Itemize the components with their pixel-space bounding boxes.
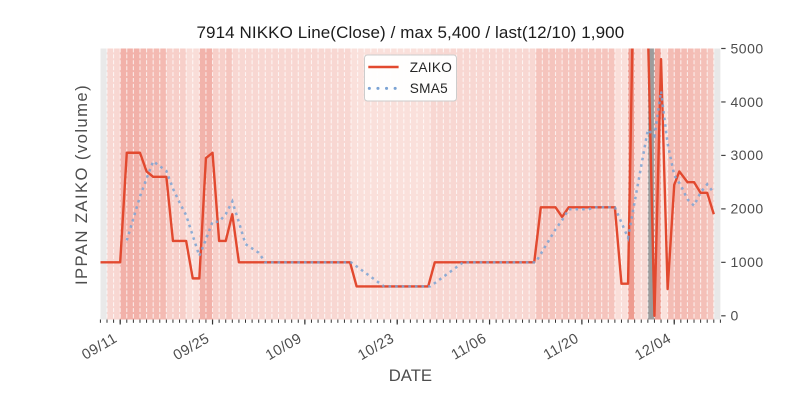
svg-text:4000: 4000 — [731, 94, 764, 110]
svg-text:0: 0 — [731, 308, 739, 324]
svg-text:5000: 5000 — [731, 40, 764, 56]
svg-text:DATE: DATE — [389, 366, 432, 385]
svg-text:7914 NIKKO Line(Close) / max 5: 7914 NIKKO Line(Close) / max 5,400 / las… — [197, 23, 625, 42]
svg-text:2000: 2000 — [731, 201, 764, 217]
svg-text:3000: 3000 — [731, 147, 764, 163]
svg-text:SMA5: SMA5 — [410, 81, 448, 96]
svg-text:IPPAN ZAIKO (volume): IPPAN ZAIKO (volume) — [72, 84, 91, 285]
svg-text:1000: 1000 — [731, 254, 764, 270]
svg-text:ZAIKO: ZAIKO — [410, 60, 452, 75]
